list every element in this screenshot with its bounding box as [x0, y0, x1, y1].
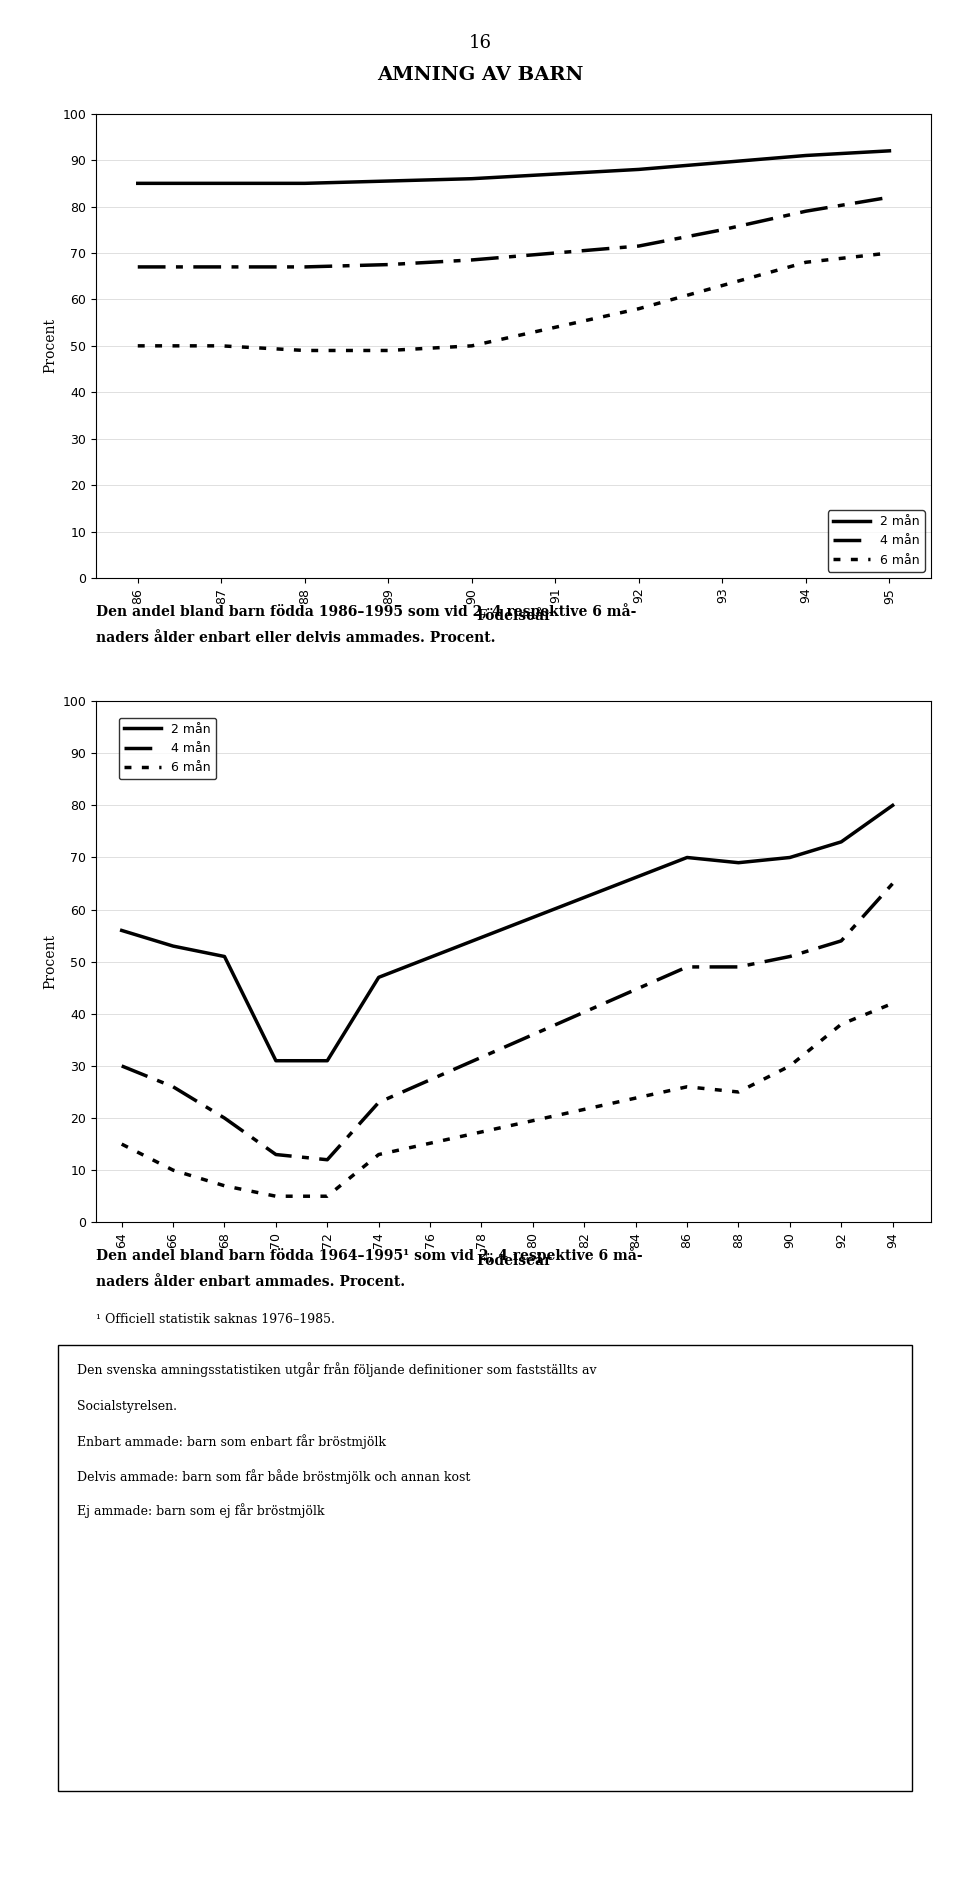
Text: 16: 16	[468, 34, 492, 51]
Text: Ej ammade: barn som ej får bröstmjölk: Ej ammade: barn som ej får bröstmjölk	[77, 1503, 324, 1518]
Text: Den andel bland barn födda 1964–1995¹ som vid 2, 4 respektive 6 må-: Den andel bland barn födda 1964–1995¹ so…	[96, 1247, 642, 1262]
X-axis label: Födelseår: Födelseår	[476, 1254, 551, 1268]
Text: AMNING AV BARN: AMNING AV BARN	[377, 66, 583, 83]
Y-axis label: Procent: Procent	[43, 934, 57, 989]
Text: Enbart ammade: barn som enbart får bröstmjölk: Enbart ammade: barn som enbart får bröst…	[77, 1435, 386, 1450]
Text: naders ålder enbart eller delvis ammades. Procent.: naders ålder enbart eller delvis ammades…	[96, 631, 495, 644]
Text: Den svenska amningsstatistiken utgår från följande definitioner som fastställts : Den svenska amningsstatistiken utgår frå…	[77, 1363, 596, 1378]
Y-axis label: Procent: Procent	[43, 318, 57, 373]
X-axis label: Födelseår: Födelseår	[476, 610, 551, 623]
Legend: 2 mån, 4 mån, 6 mån: 2 mån, 4 mån, 6 mån	[828, 510, 924, 572]
Text: Delvis ammade: barn som får både bröstmjölk och annan kost: Delvis ammade: barn som får både bröstmj…	[77, 1469, 470, 1484]
Text: Socialstyrelsen.: Socialstyrelsen.	[77, 1400, 177, 1414]
Text: Den andel bland barn födda 1986–1995 som vid 2, 4 respektive 6 må-: Den andel bland barn födda 1986–1995 som…	[96, 603, 636, 618]
Legend: 2 mån, 4 mån, 6 mån: 2 mån, 4 mån, 6 mån	[119, 718, 216, 779]
Text: ¹ Officiell statistik saknas 1976–1985.: ¹ Officiell statistik saknas 1976–1985.	[96, 1313, 335, 1326]
Text: naders ålder enbart ammades. Procent.: naders ålder enbart ammades. Procent.	[96, 1275, 405, 1289]
